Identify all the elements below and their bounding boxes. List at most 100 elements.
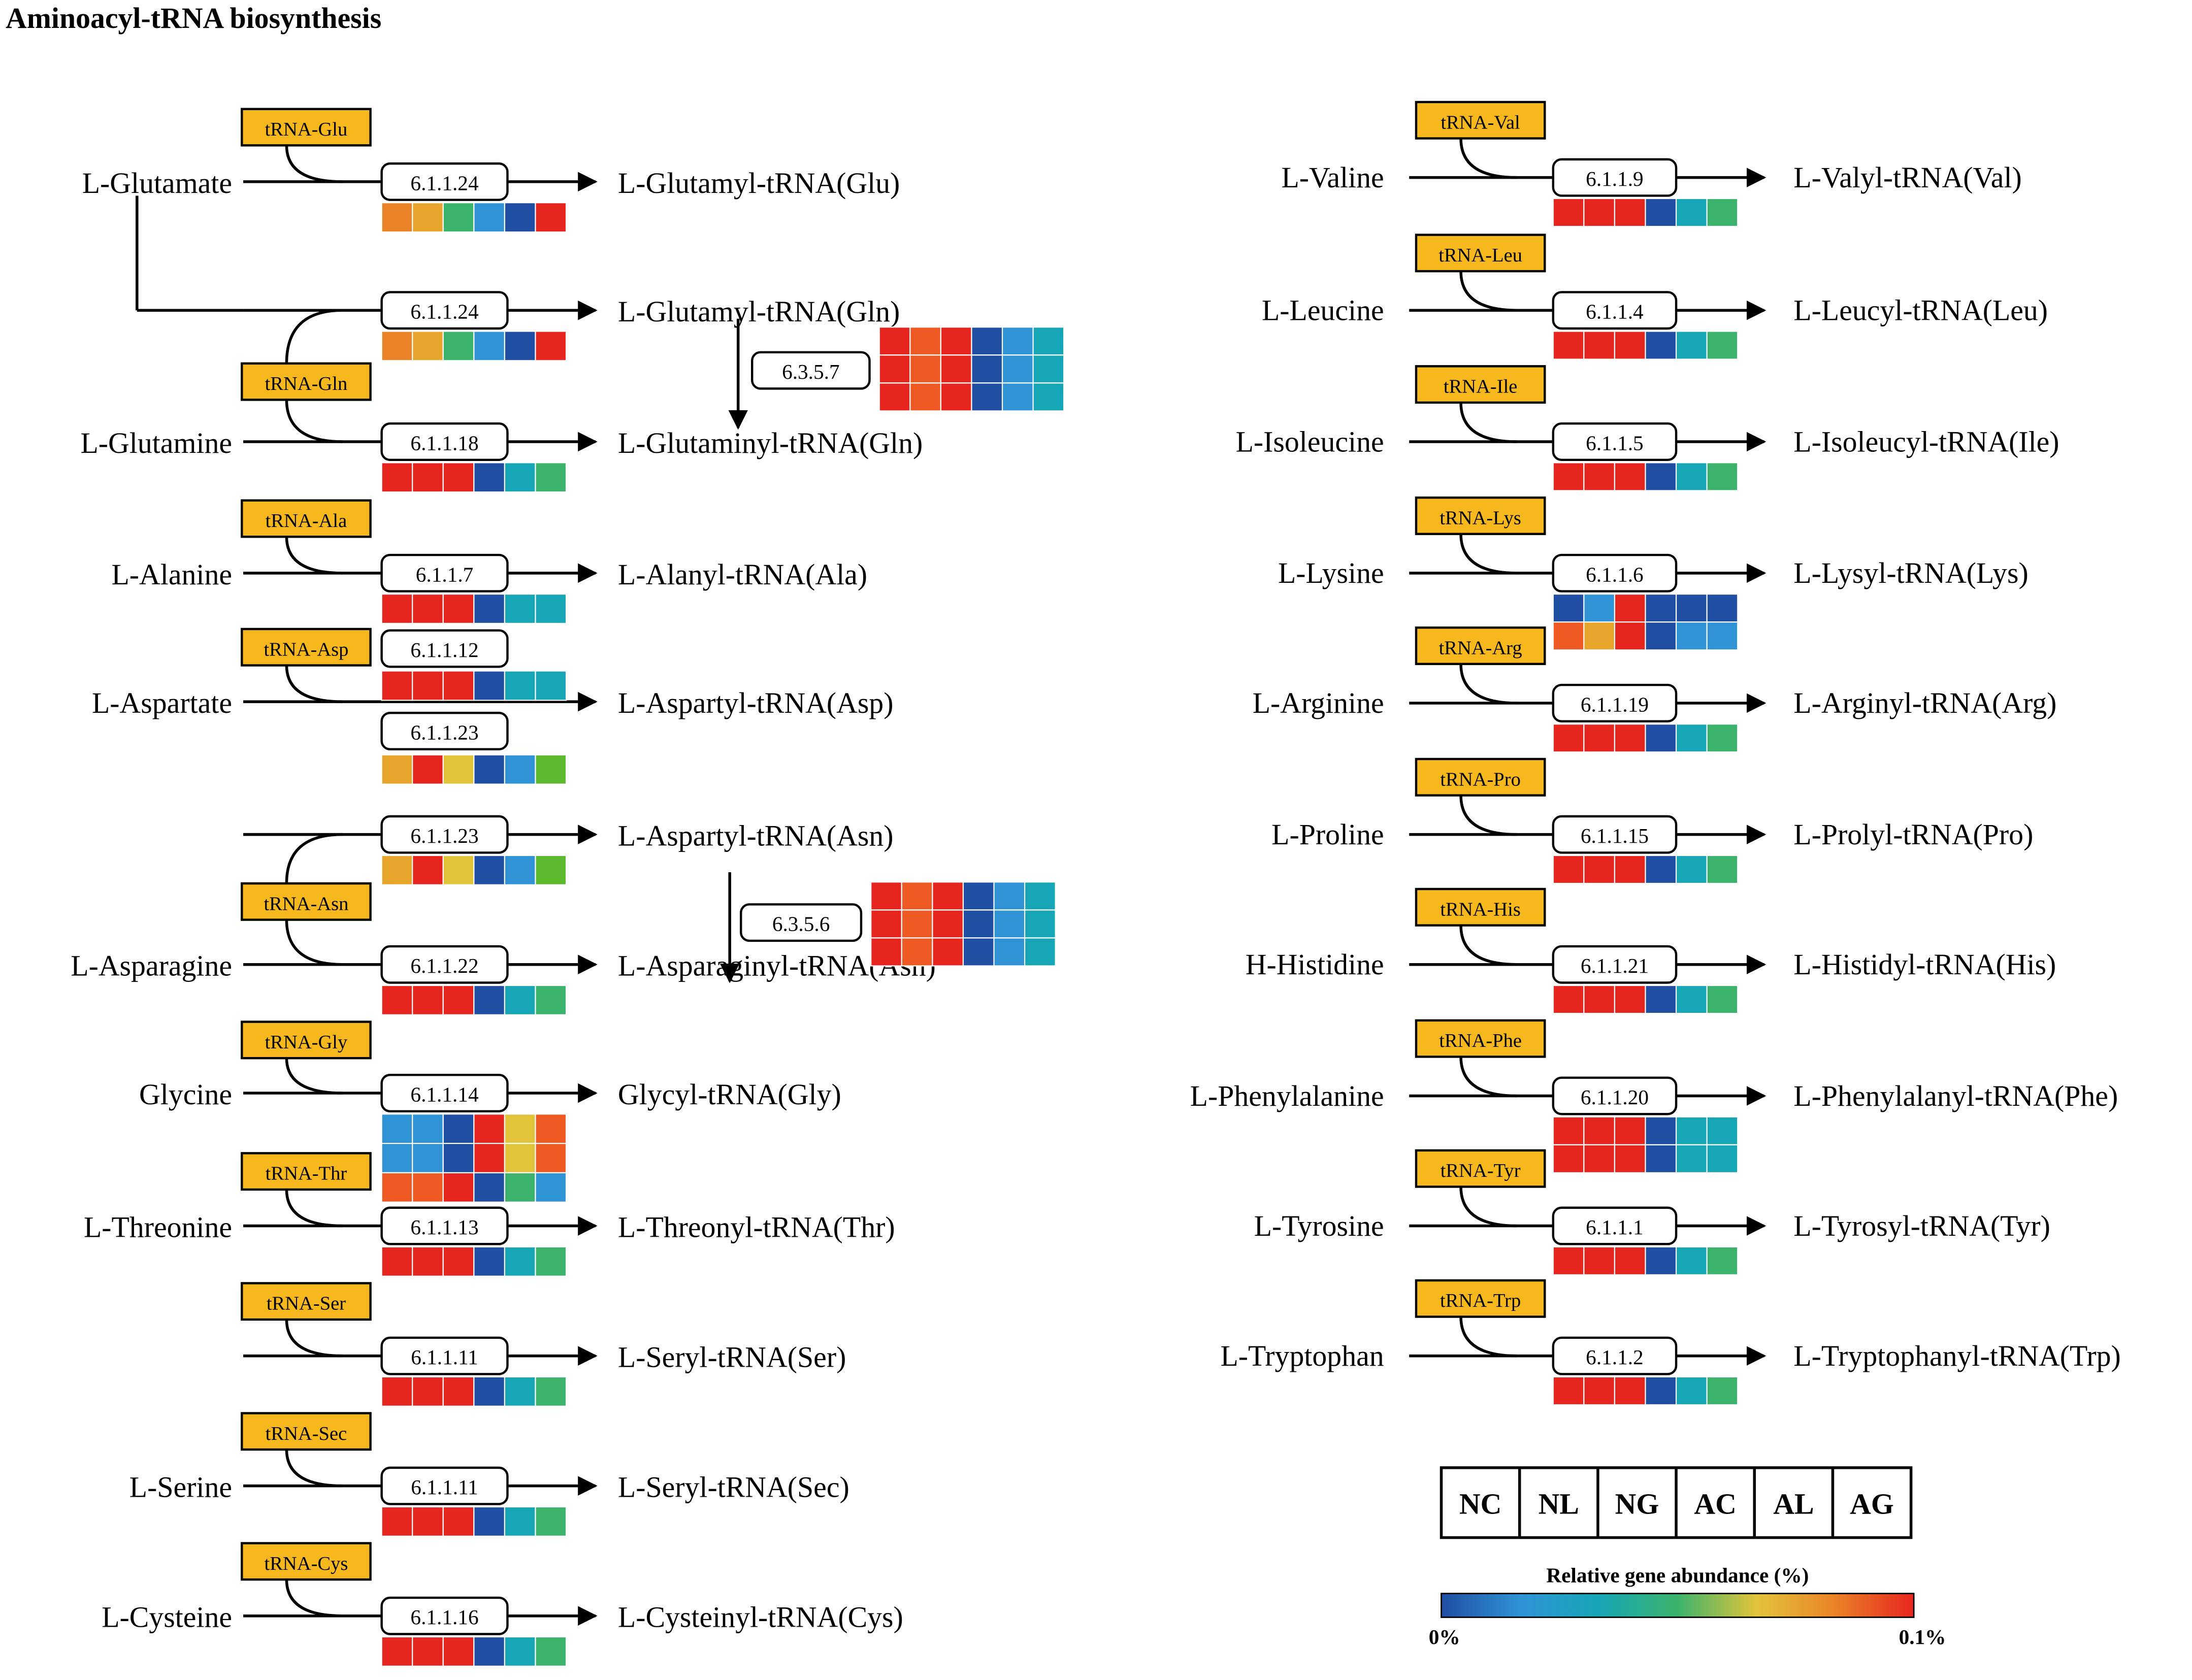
reaction-asp-ec-label: 6.1.1.12 — [410, 638, 478, 662]
reaction-gln-ec-label: 6.1.1.18 — [410, 432, 478, 455]
amido-gln-heat-cell — [909, 354, 942, 384]
reaction-glu-heat-cell — [412, 202, 444, 233]
reaction-gly-trna-curve — [285, 1058, 343, 1095]
reaction-his-heat-cell — [1614, 984, 1646, 1014]
reaction-phe-heat-cell — [1645, 1116, 1677, 1145]
reaction-ser-ec-label: 6.1.1.11 — [411, 1345, 478, 1369]
amido-gln-heat-cell — [971, 382, 1003, 412]
reaction-gly-heat-cell — [535, 1143, 567, 1174]
reaction-phe-ec-label: 6.1.1.20 — [1581, 1085, 1649, 1109]
reaction-lys-heat-cell — [1583, 594, 1616, 623]
reaction-gly-heat-cell — [473, 1172, 506, 1203]
reaction-lys-ec-box — [1552, 553, 1678, 592]
amido-gln-ec-box — [751, 351, 871, 390]
reaction-asp-heat2-cell — [442, 754, 475, 785]
legend-color-bar — [1441, 1593, 1915, 1618]
reaction-cys-heat-cell — [442, 1636, 475, 1667]
reaction-phe-trna-label: tRNA-Phe — [1439, 1030, 1522, 1051]
reaction-arg-ec-label: 6.1.1.19 — [1581, 693, 1649, 716]
reaction-lys-heat-cell — [1614, 621, 1646, 651]
reaction-leu-heat-cell — [1583, 331, 1616, 360]
amido-asn-heat-cell — [901, 881, 933, 911]
reaction-ile-heat-cell — [1614, 462, 1646, 491]
amido-gln-heat-cell — [1032, 354, 1065, 384]
reaction-lys-heat-cell — [1706, 594, 1739, 623]
reaction-his-heat-cell — [1706, 984, 1739, 1014]
reaction-ala-heat-cell — [442, 594, 475, 624]
reaction-asp-asn-heat-cell — [473, 854, 506, 885]
reaction-sec-product: L-Seryl-tRNA(Sec) — [618, 1471, 849, 1504]
amido-asn-heat-cell — [993, 909, 1026, 939]
reaction-gln-substrate: L-Glutamine — [80, 426, 232, 459]
reaction-phe-heat-cell — [1614, 1144, 1646, 1174]
reaction-leu-heat-cell — [1552, 331, 1585, 360]
reaction-ser-trna-curve — [285, 1319, 343, 1358]
reaction-lys-product: L-Lysyl-tRNA(Lys) — [1793, 556, 2028, 589]
reaction-asp-asn-heat-cell — [442, 854, 475, 885]
amido-asn-heat-cell — [962, 937, 995, 967]
reaction-lys-heat-cell — [1675, 594, 1708, 623]
reaction-asn-heat-cell — [473, 984, 506, 1015]
amido-asn-heat-cell — [870, 881, 902, 911]
amido-gln-heat-cell — [940, 382, 972, 412]
reaction-lys-heat-cell — [1675, 621, 1708, 651]
reaction-ala-substrate: L-Alanine — [112, 558, 233, 591]
reaction-gly-ec-label: 6.1.1.14 — [410, 1083, 478, 1106]
reaction-asn-ec-box — [380, 945, 509, 984]
reaction-arg-heat-cell — [1583, 723, 1616, 753]
legend-group-nl: NL — [1539, 1488, 1579, 1521]
reaction-lys-ec-label: 6.1.1.6 — [1586, 563, 1644, 586]
reaction-ile-trna-curve — [1459, 402, 1517, 443]
reaction-ser-heat-cell — [412, 1376, 444, 1407]
reaction-thr-heat-cell — [535, 1246, 567, 1277]
reaction-ser-ec-box — [380, 1336, 509, 1375]
reaction-leu-heat-cell — [1706, 331, 1739, 360]
amido-gln-heat-cell — [1001, 382, 1034, 412]
reaction-leu-heat-cell — [1645, 331, 1677, 360]
reaction-gly-heat-cell — [504, 1113, 536, 1144]
reaction-asp-substrate: L-Aspartate — [92, 686, 232, 719]
reaction-trp-substrate: L-Tryptophan — [1220, 1339, 1384, 1372]
reaction-asp-heat2-cell — [412, 754, 444, 785]
reaction-glu-trna-curve — [285, 145, 343, 183]
reaction-ser-heat-cell — [442, 1376, 475, 1407]
amido-asn-heat-cell — [1024, 909, 1056, 939]
reaction-pro-heat-cell — [1675, 854, 1708, 884]
amido-asn-heat-cell — [932, 881, 964, 911]
reaction-phe-heat-cell — [1675, 1144, 1708, 1174]
reaction-tyr-heat-cell — [1583, 1246, 1616, 1276]
reaction-phe-trna-box — [1415, 1019, 1546, 1058]
reaction-lys-heat-cell — [1645, 621, 1677, 651]
reaction-ile-ec-label: 6.1.1.5 — [1586, 432, 1644, 455]
reaction-asp-heat-cell — [504, 670, 536, 701]
reaction-asp-ec-box — [380, 629, 509, 668]
reaction-cys-ec-label: 6.1.1.16 — [410, 1605, 478, 1629]
reaction-gly-heat-cell — [381, 1172, 413, 1203]
reaction-pro-heat-cell — [1706, 854, 1739, 884]
reaction-pro-heat-cell — [1583, 854, 1616, 884]
reaction-gln-ec-box — [380, 422, 509, 462]
reaction-tyr-ec-label: 6.1.1.1 — [1586, 1215, 1644, 1239]
reaction-his-substrate: H-Histidine — [1246, 948, 1384, 981]
reaction-glu-trna-box — [241, 108, 372, 147]
reaction-phe-trna-curve — [1459, 1057, 1517, 1098]
reaction-cys-heat-cell — [473, 1636, 506, 1667]
reaction-trp-heat-cell — [1614, 1376, 1646, 1406]
reaction-ser-product: L-Seryl-tRNA(Ser) — [618, 1341, 846, 1374]
amido-asn-ec-box — [739, 903, 863, 942]
reaction-thr-trna-box — [241, 1152, 372, 1191]
reaction-tyr-heat-cell — [1614, 1246, 1646, 1276]
reaction-tyr-trna-label: tRNA-Tyr — [1441, 1160, 1521, 1181]
reaction-trp-trna-box — [1415, 1279, 1546, 1318]
reaction-asp-heat2-cell — [381, 754, 413, 785]
reaction-glu-gln-heat-cell — [535, 331, 567, 361]
amido-gln-heat-cell — [940, 326, 972, 356]
reaction-lys-trna-curve — [1459, 534, 1517, 575]
reaction-ser-heat-cell — [381, 1376, 413, 1407]
reaction-phe-heat-cell — [1645, 1144, 1677, 1174]
reaction-sec-trna-curve — [285, 1450, 343, 1488]
reaction-asp-heat2-cell — [504, 754, 536, 785]
reaction-ala-trna-box — [241, 499, 372, 538]
reaction-phe-ec-box — [1552, 1076, 1678, 1115]
